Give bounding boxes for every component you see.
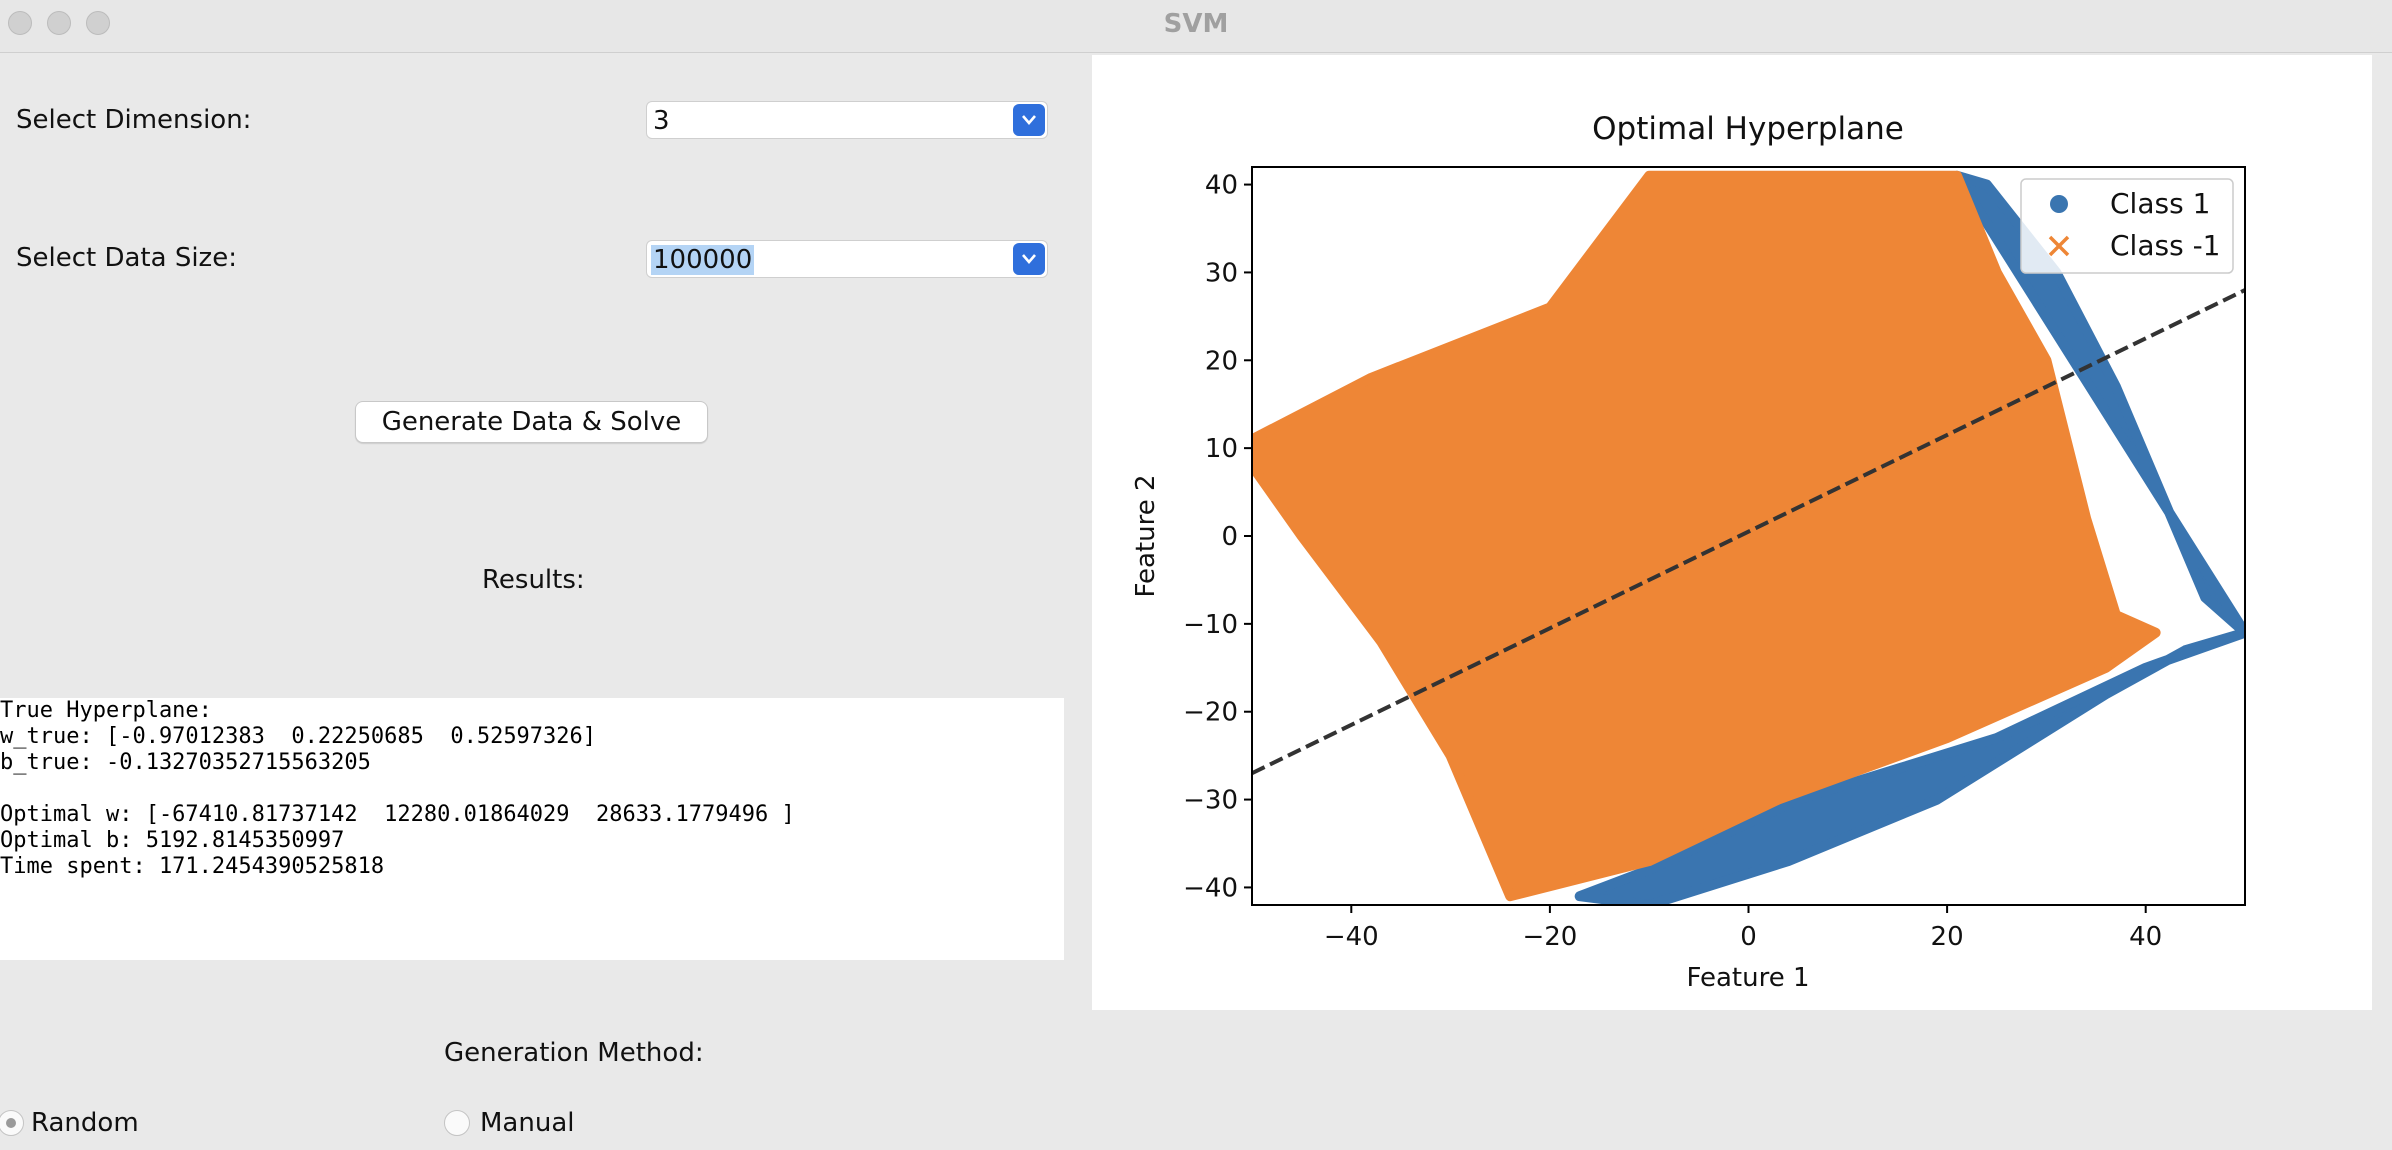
chevron-down-icon[interactable] — [1013, 104, 1045, 136]
radio-random[interactable] — [0, 1110, 24, 1136]
results-line: Time spent: 171.2454390525818 — [0, 854, 385, 879]
radio-random-label[interactable]: Random — [31, 1108, 139, 1138]
zoom-window-icon[interactable] — [86, 11, 110, 35]
results-line: Optimal w: [-67410.81737142 12280.018640… — [0, 802, 795, 827]
datasize-value[interactable]: 100000 — [651, 245, 755, 275]
y-tick-label: −30 — [1183, 786, 1238, 816]
radio-manual[interactable] — [444, 1110, 470, 1136]
x-axis-label: Feature 1 — [1686, 963, 1809, 993]
legend-label: Class 1 — [2110, 187, 2210, 220]
y-tick-label: 10 — [1205, 434, 1238, 464]
x-tick-label: 0 — [1740, 922, 1757, 952]
results-line: b_true: -0.13270352715563205 — [0, 750, 371, 775]
window-title: SVM — [1163, 9, 1229, 39]
hyperplane-line — [1252, 288, 2245, 776]
radio-selected-dot — [6, 1118, 16, 1128]
x-tick-label: −40 — [1324, 922, 1379, 952]
results-line: Optimal b: 5192.8145350997 — [0, 828, 345, 853]
close-window-icon[interactable] — [8, 11, 32, 35]
y-tick-label: −10 — [1183, 610, 1238, 640]
generation-method-label: Generation Method: — [444, 1038, 704, 1068]
results-line: w_true: [-0.97012383 0.22250685 0.525973… — [0, 724, 597, 749]
dimension-label: Select Dimension: — [16, 105, 252, 135]
minimize-window-icon[interactable] — [47, 11, 71, 35]
legend-marker-circle — [2050, 195, 2068, 213]
legend — [2020, 178, 2234, 274]
dimension-select[interactable]: 3 — [646, 101, 1048, 139]
title-bar: SVM — [0, 0, 2392, 53]
y-tick-label: 40 — [1205, 171, 1238, 201]
y-tick-label: −40 — [1183, 873, 1238, 903]
plot-panel: Optimal Hyperplane Feature 1 Feature 2 −… — [1092, 55, 2372, 1010]
chevron-down-icon[interactable] — [1013, 243, 1045, 275]
legend-label: Class -1 — [2110, 229, 2220, 262]
radio-manual-label[interactable]: Manual — [480, 1108, 575, 1138]
x-tick-label: 40 — [2129, 922, 2162, 952]
x-tick-label: 20 — [1931, 922, 1964, 952]
dimension-value: 3 — [653, 106, 670, 136]
series-class-1-points — [1574, 170, 2245, 905]
y-tick-label: 0 — [1221, 522, 1238, 552]
y-tick-label: 20 — [1205, 346, 1238, 376]
results-output[interactable]: True Hyperplane: w_true: [-0.97012383 0.… — [0, 698, 1064, 960]
datasize-select[interactable]: 100000 — [646, 240, 1048, 278]
results-label: Results: — [482, 565, 585, 595]
legend-marker-x — [2048, 235, 2070, 257]
generate-solve-button[interactable]: Generate Data & Solve — [355, 401, 708, 443]
x-tick-label: −20 — [1522, 922, 1577, 952]
plot-frame — [1251, 166, 2246, 906]
svm-chart: Optimal Hyperplane Feature 1 Feature 2 −… — [1131, 111, 2246, 993]
series-class-neg1-points — [1252, 170, 2161, 902]
y-axis-label: Feature 2 — [1131, 474, 1161, 597]
results-line: True Hyperplane: — [0, 698, 212, 723]
datasize-label: Select Data Size: — [16, 243, 237, 273]
y-tick-label: −20 — [1183, 698, 1238, 728]
y-tick-label: 30 — [1205, 258, 1238, 288]
chart-title: Optimal Hyperplane — [1592, 111, 1904, 147]
